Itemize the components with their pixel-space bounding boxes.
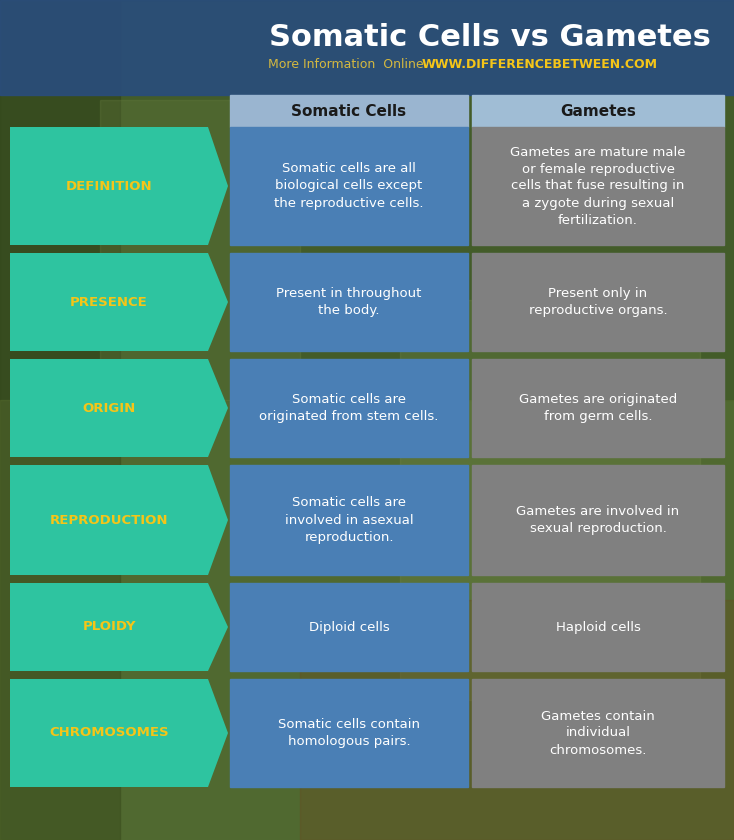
Text: Somatic cells are all
biological cells except
the reproductive cells.: Somatic cells are all biological cells e…	[275, 162, 424, 209]
Bar	[230, 679, 468, 787]
Bar	[400, 300, 700, 700]
Polygon shape	[10, 127, 228, 245]
Bar	[230, 95, 468, 127]
Bar	[0, 0, 734, 400]
Bar	[230, 253, 468, 351]
Bar	[472, 127, 724, 245]
Text: Haploid cells: Haploid cells	[556, 621, 641, 633]
Text: REPRODUCTION: REPRODUCTION	[50, 513, 168, 527]
Text: Gametes contain
individual
chromosomes.: Gametes contain individual chromosomes.	[541, 710, 655, 757]
Text: Diploid cells: Diploid cells	[308, 621, 389, 633]
Bar	[100, 100, 300, 400]
Text: Present in throughout
the body.: Present in throughout the body.	[276, 287, 422, 317]
Text: More Information  Online: More Information Online	[268, 59, 432, 71]
Text: Gametes: Gametes	[560, 103, 636, 118]
Text: Somatic Cells: Somatic Cells	[291, 103, 407, 118]
Bar	[230, 465, 468, 575]
Text: Gametes are involved in
sexual reproduction.: Gametes are involved in sexual reproduct…	[517, 505, 680, 535]
Text: Gametes are originated
from germ cells.: Gametes are originated from germ cells.	[519, 393, 677, 423]
Bar	[472, 95, 724, 127]
Text: Somatic Cells vs Gametes: Somatic Cells vs Gametes	[269, 24, 711, 52]
Text: PRESENCE: PRESENCE	[70, 296, 148, 308]
Polygon shape	[10, 465, 228, 575]
Text: CHROMOSOMES: CHROMOSOMES	[49, 727, 169, 739]
Bar	[230, 127, 468, 245]
Bar	[0, 0, 734, 95]
Bar	[0, 0, 120, 840]
Polygon shape	[10, 679, 228, 787]
Text: Gametes are mature male
or female reproductive
cells that fuse resulting in
a zy: Gametes are mature male or female reprod…	[510, 145, 686, 227]
Bar	[472, 583, 724, 671]
Text: Somatic cells contain
homologous pairs.: Somatic cells contain homologous pairs.	[278, 718, 420, 748]
Text: Somatic cells are
involved in asexual
reproduction.: Somatic cells are involved in asexual re…	[285, 496, 413, 543]
Text: Somatic cells are
originated from stem cells.: Somatic cells are originated from stem c…	[259, 393, 439, 423]
Bar	[230, 583, 468, 671]
Text: DEFINITION: DEFINITION	[65, 180, 153, 192]
Polygon shape	[10, 359, 228, 457]
Bar	[472, 359, 724, 457]
Text: Present only in
reproductive organs.: Present only in reproductive organs.	[528, 287, 667, 317]
Bar	[472, 679, 724, 787]
Polygon shape	[10, 253, 228, 351]
Text: WWW.DIFFERENCEBETWEEN.COM: WWW.DIFFERENCEBETWEEN.COM	[422, 59, 658, 71]
Polygon shape	[10, 583, 228, 671]
Text: ORIGIN: ORIGIN	[82, 402, 136, 414]
Bar	[472, 253, 724, 351]
Text: PLOIDY: PLOIDY	[82, 621, 136, 633]
Bar	[0, 400, 734, 840]
Bar	[300, 600, 734, 840]
Bar	[472, 465, 724, 575]
Bar	[230, 359, 468, 457]
